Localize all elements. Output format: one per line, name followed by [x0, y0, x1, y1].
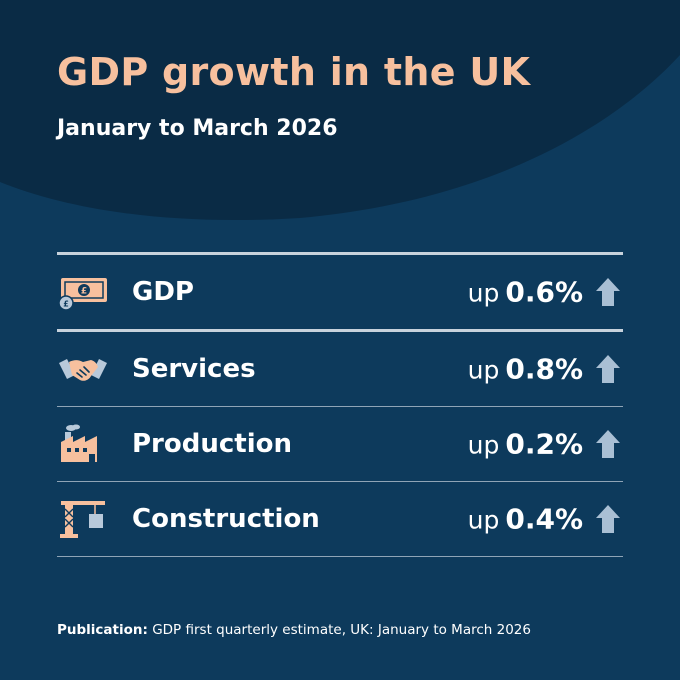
publication-footer: Publication: GDP first quarterly estimat…	[57, 622, 531, 638]
row-label: GDP	[132, 277, 194, 307]
row-value: up 0.8%	[468, 353, 583, 386]
arrow-up-icon	[596, 505, 620, 533]
row-value-number: 0.2%	[505, 427, 583, 461]
row-value: up 0.6%	[468, 276, 583, 309]
crane-icon	[57, 499, 109, 539]
row-value-prefix: up	[467, 430, 500, 460]
banknote-icon: £ £	[57, 272, 109, 312]
table-row-production: Production up 0.2%	[57, 406, 623, 481]
factory-icon	[57, 424, 109, 464]
arrow-up-icon	[596, 430, 620, 458]
row-value-number: 0.8%	[505, 352, 583, 386]
svg-text:£: £	[63, 300, 69, 309]
table-row-construction: Construction up 0.4%	[57, 481, 623, 557]
table-row-gdp: £ £ GDP up 0.6%	[57, 252, 623, 329]
handshake-icon	[57, 349, 109, 389]
row-value: up 0.4%	[468, 503, 583, 536]
row-value-prefix: up	[467, 278, 500, 308]
arrow-up-icon	[596, 278, 620, 306]
publication-label: Publication:	[57, 622, 148, 638]
header-background-arc	[0, 0, 680, 221]
row-value-number: 0.6%	[505, 275, 583, 309]
publication-text: GDP first quarterly estimate, UK: Januar…	[152, 622, 531, 638]
row-value-prefix: up	[467, 505, 500, 535]
page-subtitle: January to March 2026	[57, 116, 338, 141]
row-label: Construction	[132, 504, 320, 534]
row-value-prefix: up	[467, 355, 500, 385]
growth-table: £ £ GDP up 0.6% Services up 0.8	[57, 252, 623, 557]
page-title: GDP growth in the UK	[57, 50, 531, 94]
row-value: up 0.2%	[468, 428, 583, 461]
row-value-number: 0.4%	[505, 502, 583, 536]
row-label: Services	[132, 354, 256, 384]
table-row-services: Services up 0.8%	[57, 329, 623, 406]
arrow-up-icon	[596, 355, 620, 383]
svg-text:£: £	[81, 287, 87, 297]
row-label: Production	[132, 429, 292, 459]
